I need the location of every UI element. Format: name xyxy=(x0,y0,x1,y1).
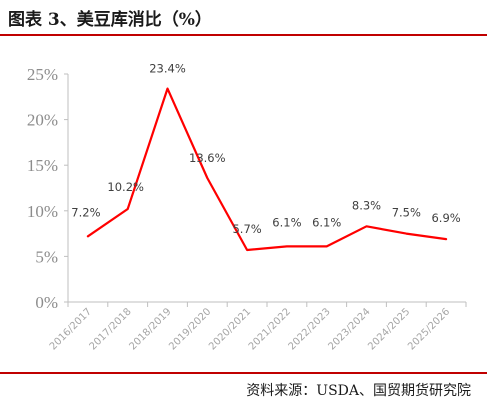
data-label: 6.1% xyxy=(312,215,341,229)
data-label: 10.2% xyxy=(107,180,144,194)
y-tick-label: 10% xyxy=(27,202,58,221)
x-tick-label: 2025/2026 xyxy=(406,306,452,352)
x-tick-label: 2017/2018 xyxy=(88,306,134,352)
data-label: 6.9% xyxy=(431,211,460,225)
data-label: 23.4% xyxy=(149,62,186,76)
y-tick-label: 25% xyxy=(27,65,58,84)
data-label: 13.6% xyxy=(189,151,226,165)
x-tick-label: 2016/2017 xyxy=(48,306,94,352)
x-tick-label: 2019/2020 xyxy=(167,306,213,352)
x-tick-label: 2023/2024 xyxy=(326,306,372,352)
y-tick-label: 0% xyxy=(35,293,58,312)
x-tick-label: 2024/2025 xyxy=(366,306,412,352)
x-tick-label: 2021/2022 xyxy=(247,306,293,352)
x-tick-label: 2022/2023 xyxy=(287,306,333,352)
line-chart: 0% 5% 10% 15% 20% 25% 2016/20172017/20182018/2… xyxy=(27,62,467,353)
y-tick-label: 15% xyxy=(27,156,58,175)
data-label: 8.3% xyxy=(352,198,381,212)
top-divider xyxy=(0,34,487,36)
series-line xyxy=(86,87,448,252)
y-tick-label: 20% xyxy=(27,111,58,130)
chart-title: 图表 3、美豆库消比（%） xyxy=(8,10,212,30)
data-label: 5.7% xyxy=(232,222,261,236)
data-label: 7.5% xyxy=(392,206,421,220)
data-label: 6.1% xyxy=(272,215,301,229)
source-note: 资料来源：USDA、国贸期货研究院 xyxy=(246,383,471,399)
y-tick-label: 5% xyxy=(35,247,58,266)
x-tick-label: 2020/2021 xyxy=(207,306,253,352)
bottom-divider xyxy=(0,372,487,374)
x-tick-label: 2018/2019 xyxy=(127,306,173,352)
data-label: 7.2% xyxy=(71,205,100,219)
